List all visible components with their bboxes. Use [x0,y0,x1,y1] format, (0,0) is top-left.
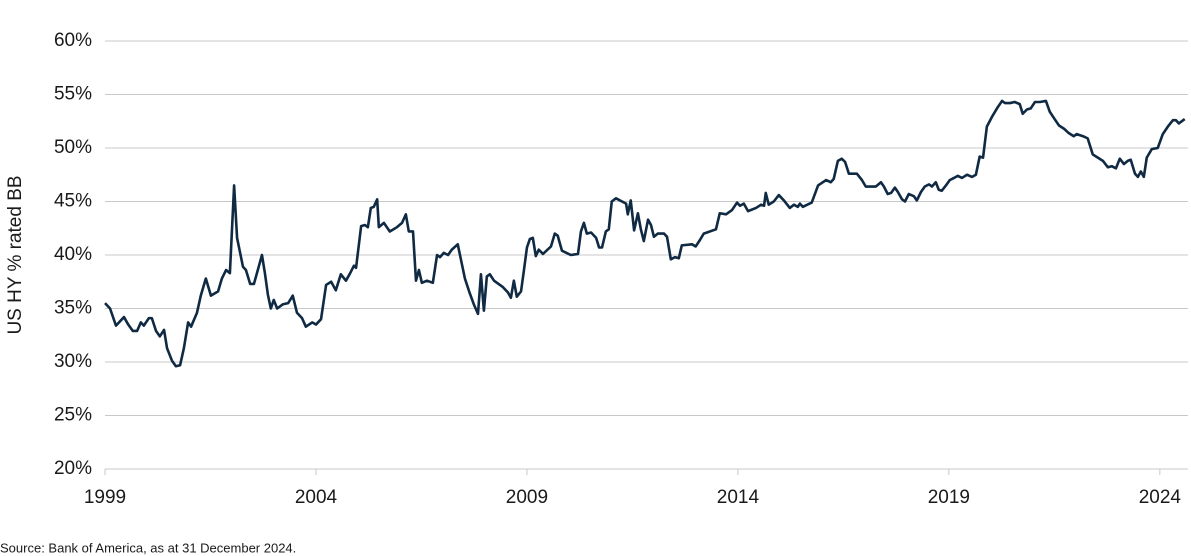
y-tick-label: 60% [54,30,92,51]
x-tick-label: 2014 [717,487,760,508]
y-tick-label: 50% [54,137,92,158]
data-line [104,99,1186,368]
y-tick-label: 45% [54,191,92,212]
source-note: Source: Bank of America, as at 31 Decemb… [0,540,296,555]
x-tick-label: 2004 [295,487,338,508]
y-axis-label: US HY % rated BB [5,175,26,334]
y-tick-label: 30% [54,351,92,372]
y-tick-label: 20% [54,458,92,479]
x-tick-label: 2009 [506,487,548,508]
x-tick-label: 2024 [1139,487,1182,508]
y-tick-label: 55% [54,84,92,105]
x-tick-label: 1999 [84,487,126,508]
y-tick-label: 25% [54,405,92,426]
y-tick-label: 35% [54,298,92,319]
y-tick-label: 40% [54,244,92,265]
x-tick-label: 2019 [928,487,970,508]
